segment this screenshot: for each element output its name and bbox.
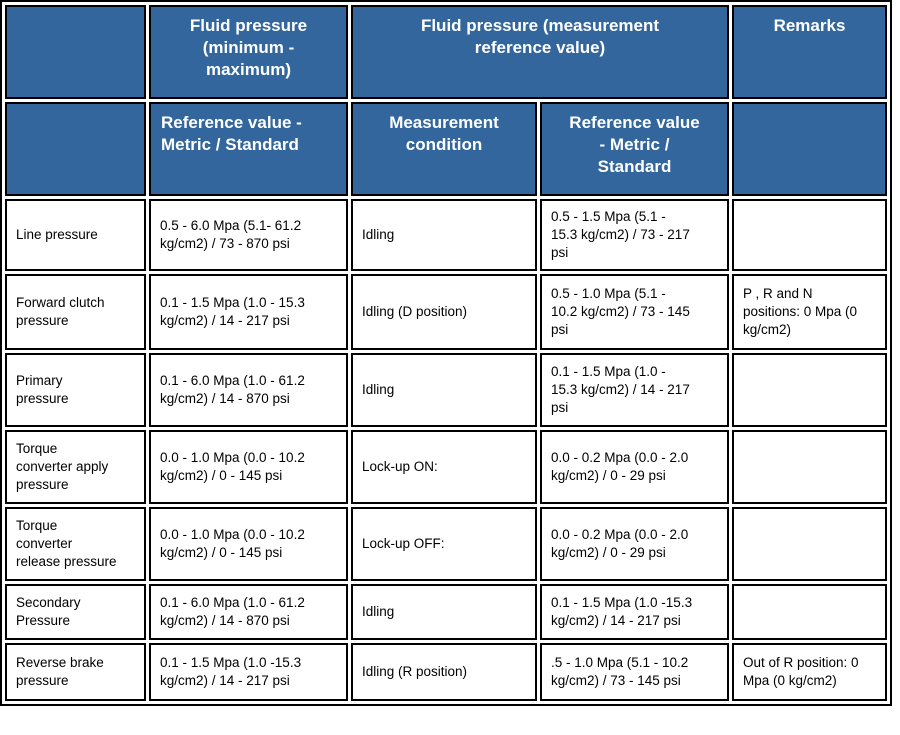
- reference-cell: .5 - 1.0 Mpa (5.1 - 10.2 kg/cm2) / 73 - …: [540, 643, 729, 701]
- header-remarks: Remarks: [732, 5, 887, 99]
- min-max-cell: 0.1 - 6.0 Mpa (1.0 - 61.2 kg/cm2) / 14 -…: [149, 584, 348, 640]
- remarks-cell: P , R and N positions: 0 Mpa (0 kg/cm2): [732, 274, 887, 350]
- header-row-2: Reference value - Metric / Standard Meas…: [5, 102, 887, 196]
- subheader-corner-cell: [5, 102, 146, 196]
- table-row-reverse-brake-pressure: Reverse brake pressure 0.1 - 1.5 Mpa (1.…: [5, 643, 887, 701]
- remarks-cell: [732, 507, 887, 581]
- condition-cell: Idling: [351, 584, 537, 640]
- table-row-forward-clutch-pressure: Forward clutch pressure 0.1 - 1.5 Mpa (1…: [5, 274, 887, 350]
- remarks-cell: [732, 199, 887, 271]
- remarks-cell: [732, 584, 887, 640]
- table-row-secondary-pressure: Secondary Pressure 0.1 - 6.0 Mpa (1.0 - …: [5, 584, 887, 640]
- min-max-cell: 0.0 - 1.0 Mpa (0.0 - 10.2 kg/cm2) / 0 - …: [149, 430, 348, 504]
- fluid-pressure-table: Fluid pressure (minimum - maximum) Fluid…: [0, 0, 892, 706]
- condition-cell: Idling: [351, 353, 537, 427]
- min-max-cell: 0.1 - 1.5 Mpa (1.0 - 15.3 kg/cm2) / 14 -…: [149, 274, 348, 350]
- header-row-1: Fluid pressure (minimum - maximum) Fluid…: [5, 5, 887, 99]
- subheader-remarks-spacer: [732, 102, 887, 196]
- row-label-cell: Secondary Pressure: [5, 584, 146, 640]
- reference-cell: 0.5 - 1.0 Mpa (5.1 - 10.2 kg/cm2) / 73 -…: [540, 274, 729, 350]
- reference-cell: 0.5 - 1.5 Mpa (5.1 - 15.3 kg/cm2) / 73 -…: [540, 199, 729, 271]
- remarks-cell: [732, 430, 887, 504]
- header-fluid-pressure-measurement: Fluid pressure (measurement reference va…: [351, 5, 729, 99]
- condition-cell: Lock-up ON:: [351, 430, 537, 504]
- row-label-cell: Torque converter apply pressure: [5, 430, 146, 504]
- reference-cell: 0.1 - 1.5 Mpa (1.0 -15.3 kg/cm2) / 14 - …: [540, 584, 729, 640]
- subheader-measurement-condition: Measurement condition: [351, 102, 537, 196]
- condition-cell: Idling (R position): [351, 643, 537, 701]
- header-fluid-pressure-min-max: Fluid pressure (minimum - maximum): [149, 5, 348, 99]
- table-row-primary-pressure: Primary pressure 0.1 - 6.0 Mpa (1.0 - 61…: [5, 353, 887, 427]
- row-label-cell: Reverse brake pressure: [5, 643, 146, 701]
- row-label-cell: Forward clutch pressure: [5, 274, 146, 350]
- min-max-cell: 0.5 - 6.0 Mpa (5.1- 61.2 kg/cm2) / 73 - …: [149, 199, 348, 271]
- remarks-cell: Out of R position: 0 Mpa (0 kg/cm2): [732, 643, 887, 701]
- min-max-cell: 0.0 - 1.0 Mpa (0.0 - 10.2 kg/cm2) / 0 - …: [149, 507, 348, 581]
- reference-cell: 0.1 - 1.5 Mpa (1.0 - 15.3 kg/cm2) / 14 -…: [540, 353, 729, 427]
- condition-cell: Idling: [351, 199, 537, 271]
- remarks-cell: [732, 353, 887, 427]
- row-label-cell: Primary pressure: [5, 353, 146, 427]
- min-max-cell: 0.1 - 1.5 Mpa (1.0 -15.3 kg/cm2) / 14 - …: [149, 643, 348, 701]
- table-row-torque-converter-apply-pressure: Torque converter apply pressure 0.0 - 1.…: [5, 430, 887, 504]
- min-max-cell: 0.1 - 6.0 Mpa (1.0 - 61.2 kg/cm2) / 14 -…: [149, 353, 348, 427]
- table-row-line-pressure: Line pressure 0.5 - 6.0 Mpa (5.1- 61.2 k…: [5, 199, 887, 271]
- subheader-reference-value: Reference value - Metric / Standard: [540, 102, 729, 196]
- subheader-reference-value-min-max: Reference value - Metric / Standard: [149, 102, 348, 196]
- row-label-cell: Torque converter release pressure: [5, 507, 146, 581]
- row-label-cell: Line pressure: [5, 199, 146, 271]
- header-corner-cell: [5, 5, 146, 99]
- reference-cell: 0.0 - 0.2 Mpa (0.0 - 2.0 kg/cm2) / 0 - 2…: [540, 507, 729, 581]
- table-row-torque-converter-release-pressure: Torque converter release pressure 0.0 - …: [5, 507, 887, 581]
- reference-cell: 0.0 - 0.2 Mpa (0.0 - 2.0 kg/cm2) / 0 - 2…: [540, 430, 729, 504]
- condition-cell: Lock-up OFF:: [351, 507, 537, 581]
- condition-cell: Idling (D position): [351, 274, 537, 350]
